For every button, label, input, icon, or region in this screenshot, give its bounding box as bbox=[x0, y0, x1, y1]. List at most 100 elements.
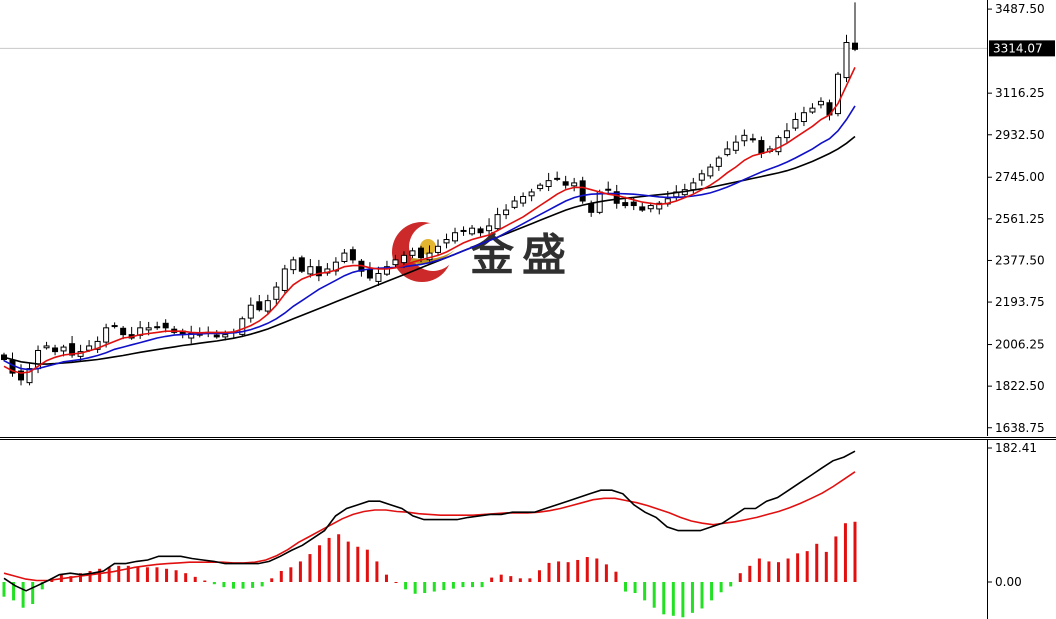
macd-bar-positive bbox=[614, 571, 618, 582]
macd-bar-positive bbox=[490, 577, 494, 582]
macd-bar-positive bbox=[528, 578, 532, 582]
candle-up bbox=[511, 200, 518, 208]
candle-down bbox=[613, 191, 620, 204]
candle-up bbox=[443, 239, 450, 244]
price-pane bbox=[0, 0, 1056, 440]
macd-bar-negative bbox=[222, 582, 226, 588]
candle-up bbox=[341, 252, 348, 262]
macd-bar-negative bbox=[31, 582, 35, 605]
candle-down bbox=[162, 322, 169, 329]
candle-up bbox=[809, 107, 816, 113]
candle-up bbox=[554, 177, 561, 180]
macd-bar-positive bbox=[155, 567, 159, 582]
macd-bar-positive bbox=[824, 551, 828, 582]
candle-up bbox=[469, 227, 476, 235]
macd-bar-positive bbox=[777, 562, 781, 582]
candle-up bbox=[43, 345, 50, 349]
candle-down bbox=[349, 249, 356, 261]
macd-bar-positive bbox=[796, 553, 800, 582]
candle-down bbox=[852, 42, 858, 50]
macd-bar-positive bbox=[356, 546, 360, 582]
price-tick-layer: 3487.50 3116.25 2932.50 2745.00 2561.25 2377.… bbox=[987, 2, 1045, 435]
macd-bar-positive bbox=[184, 573, 188, 582]
macd-bar-negative bbox=[241, 582, 245, 589]
macd-bar-positive bbox=[786, 558, 790, 582]
candle-up bbox=[239, 318, 246, 335]
macd-bar-positive bbox=[834, 536, 838, 582]
candle-up bbox=[392, 259, 399, 266]
macd-bar-positive bbox=[279, 570, 283, 582]
candle-up bbox=[435, 245, 442, 253]
macd-bar-negative bbox=[671, 582, 675, 616]
candle-up bbox=[843, 41, 850, 79]
candle-up bbox=[817, 100, 824, 106]
macd-bar-positive bbox=[193, 576, 197, 582]
candle-up bbox=[400, 254, 407, 264]
candle-up bbox=[222, 334, 229, 338]
macd-bar-negative bbox=[432, 582, 436, 592]
candle-up bbox=[732, 141, 739, 151]
candle-up bbox=[783, 130, 790, 139]
macd-bar-positive bbox=[327, 537, 331, 582]
candle-down bbox=[477, 228, 484, 234]
macd-bar-negative bbox=[633, 582, 637, 594]
candle-up bbox=[707, 166, 714, 177]
price-tick-label: 2561.25 bbox=[995, 212, 1045, 226]
macd-bar-positive bbox=[748, 565, 752, 582]
macd-bar-negative bbox=[662, 582, 666, 615]
macd-bar-negative bbox=[700, 582, 704, 609]
macd-bar-positive bbox=[337, 534, 341, 582]
ma-fast-line bbox=[3, 67, 856, 374]
macd-bar-positive bbox=[117, 565, 121, 582]
macd-bar-positive bbox=[346, 541, 350, 582]
macd-bar-negative bbox=[21, 582, 25, 608]
price-tick-label: 2193.75 bbox=[995, 295, 1045, 309]
ma-mid-line bbox=[3, 105, 856, 371]
candle-up bbox=[698, 173, 705, 181]
macd-bar-positive bbox=[557, 561, 561, 582]
candle-down bbox=[579, 180, 586, 202]
macd-tick-label: 0.00 bbox=[995, 575, 1022, 589]
macd-bar-negative bbox=[12, 582, 16, 601]
macd-bar-positive bbox=[289, 567, 293, 582]
candle-up bbox=[503, 209, 510, 216]
macd-bar-positive bbox=[98, 568, 102, 582]
current-price-value: 3314.07 bbox=[993, 41, 1043, 55]
candle-up bbox=[800, 112, 807, 123]
macd-bar-positive bbox=[537, 570, 541, 582]
macd-signal-line bbox=[3, 471, 856, 582]
candle-up bbox=[792, 118, 799, 129]
candle-down bbox=[417, 247, 424, 259]
macd-bar-positive bbox=[203, 580, 207, 582]
macd-bar-positive bbox=[375, 561, 379, 582]
watermark-sun-icon bbox=[420, 239, 436, 255]
macd-bar-negative bbox=[423, 582, 427, 594]
macd-bar-negative bbox=[2, 582, 6, 597]
candle-up bbox=[715, 157, 722, 167]
candle-up bbox=[103, 327, 110, 343]
macd-bar-negative bbox=[442, 582, 446, 591]
macd-bar-positive bbox=[384, 574, 388, 582]
macd-bar-positive bbox=[308, 554, 312, 582]
macd-bar-positive bbox=[318, 545, 322, 582]
candle-up bbox=[307, 266, 314, 275]
macd-bar-positive bbox=[805, 551, 809, 582]
candle-down bbox=[256, 301, 263, 311]
candle-down bbox=[366, 269, 373, 279]
candle-up bbox=[409, 250, 416, 256]
macd-bar-positive bbox=[107, 567, 111, 582]
candle-down bbox=[69, 343, 76, 356]
watermark-text: 金盛 bbox=[469, 230, 574, 281]
candle-up bbox=[528, 191, 535, 197]
macd-bar-negative bbox=[451, 582, 455, 589]
price-tick-label: 2932.50 bbox=[995, 128, 1045, 142]
candle-up bbox=[26, 368, 33, 384]
macd-bar-positive bbox=[136, 566, 140, 582]
candle-down bbox=[52, 347, 59, 353]
macd-bar-positive bbox=[547, 562, 551, 582]
price-tick-label: 3487.50 bbox=[995, 2, 1045, 16]
candle-up bbox=[571, 182, 578, 187]
candle-up bbox=[656, 202, 663, 210]
macd-main-line bbox=[3, 450, 856, 592]
